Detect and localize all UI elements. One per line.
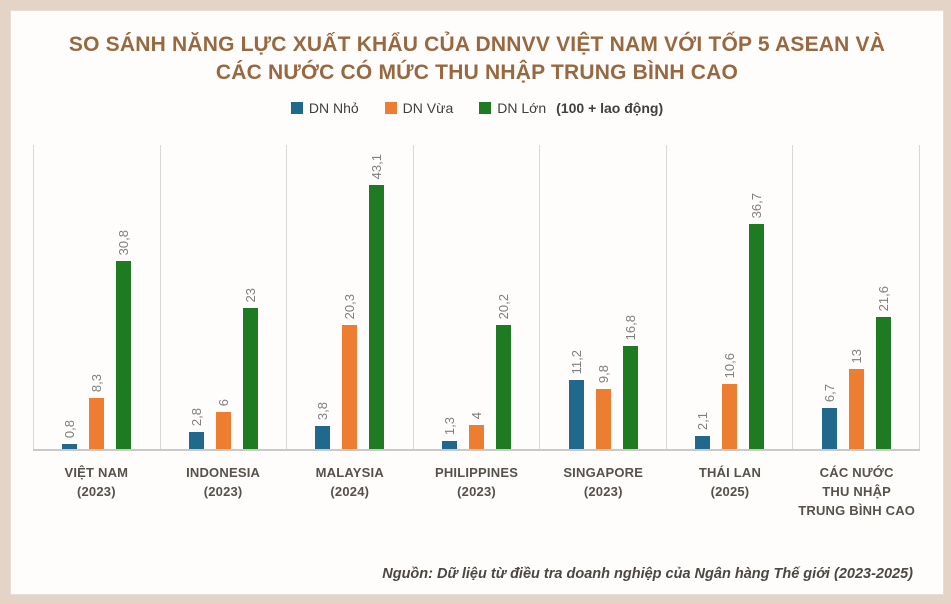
bar	[315, 426, 331, 449]
bar-value-label: 4	[469, 411, 485, 419]
bar-value-label: 6	[215, 398, 231, 406]
legend-label: DN Vừa	[402, 100, 454, 116]
bar-value-label: 9,8	[595, 364, 611, 383]
bar-with-label: 6	[215, 145, 231, 449]
bar-value-label: 1,3	[442, 416, 458, 435]
bar-group: 11,2 9,8 16,8	[539, 145, 666, 449]
category-label: SINGAPORE (2023)	[563, 465, 644, 499]
bar-value-label: 23	[242, 287, 258, 302]
bar-with-label: 23	[242, 145, 258, 449]
bar-value-label: 20,2	[496, 293, 512, 319]
legend-label-suffix: (100 + lao động)	[556, 100, 664, 116]
legend-label: DN Nhỏ	[308, 100, 359, 116]
source-note: Nguồn: Dữ liệu từ điều tra doanh nghiệp …	[382, 566, 913, 582]
bar-with-label: 2,1	[695, 145, 711, 449]
chart-legend: DN Nhỏ DN Vừa DN Lớn (100 + lao động)	[11, 100, 943, 116]
bar	[875, 317, 891, 449]
category-label: THÁI LAN (2025)	[698, 465, 762, 499]
bar-with-label: 8,3	[89, 145, 105, 449]
category-label: VIỆT NAM (2023)	[64, 465, 129, 499]
bar-with-label: 30,8	[116, 145, 132, 449]
chart-title-line1: SO SÁNH NĂNG LỰC XUẤT KHẨU CỦA DNNVV VIỆ…	[68, 33, 886, 56]
bar	[722, 384, 738, 449]
bar-value-label: 36,7	[749, 192, 765, 218]
bar-with-label: 2,8	[188, 145, 204, 449]
bar-with-label: 20,2	[496, 145, 512, 449]
bar-with-label: 36,7	[749, 145, 765, 449]
bar-group: 0,8 8,3 30,8	[33, 145, 160, 449]
bar	[848, 369, 864, 449]
bar-group: 3,8 20,3 43,1	[286, 145, 413, 449]
bar	[442, 441, 458, 449]
bar	[695, 436, 711, 449]
bar-with-label: 3,8	[315, 145, 331, 449]
bar	[369, 185, 385, 449]
bar	[215, 412, 231, 449]
bar	[749, 224, 765, 449]
bar	[342, 325, 358, 449]
bar-group: 1,3 4 20,2	[412, 145, 540, 449]
bar	[116, 261, 132, 449]
chart-title: SO SÁNH NĂNG LỰC XUẤT KHẨU CỦA DNNVV VIỆ…	[11, 11, 943, 87]
bar-value-label: 20,3	[342, 293, 358, 319]
bar-value-label: 16,8	[622, 314, 638, 340]
bar	[469, 425, 485, 449]
bar-with-label: 11,2	[568, 145, 584, 449]
bar	[496, 325, 512, 449]
legend-swatch-green-icon	[479, 102, 492, 114]
bar-with-label: 1,3	[442, 145, 458, 449]
bar	[242, 308, 258, 449]
category-label: CÁC NƯỚC THU NHẬP TRUNG BÌNH CAO	[798, 465, 916, 518]
bar-group: 2,1 10,6 36,7	[665, 145, 793, 449]
bar	[89, 398, 105, 449]
bar-value-label: 3,8	[315, 401, 331, 420]
plot-area: 0,8 8,3 30,8 2,8 6 23 3,8 20,3 43,1 1,3 4 20,2 11,2 9…	[33, 145, 921, 451]
bar-with-label: 43,1	[369, 145, 385, 449]
bar-group: 2,8 6 23	[159, 145, 287, 449]
bar-with-label: 16,8	[622, 145, 638, 449]
bar-with-label: 0,8	[62, 145, 78, 449]
bar-value-label: 13	[848, 348, 864, 363]
category-label: PHILIPPINES (2023)	[434, 465, 519, 499]
bar-with-label: 9,8	[595, 145, 611, 449]
category-label: INDONESIA (2023)	[186, 465, 261, 499]
bar	[568, 380, 584, 449]
bar-with-label: 4	[469, 145, 485, 449]
bar	[188, 432, 204, 449]
bar-value-label: 8,3	[89, 373, 105, 392]
bar-with-label: 10,6	[722, 145, 738, 449]
bar	[595, 389, 611, 449]
bar-with-label: 20,3	[342, 145, 358, 449]
bar-value-label: 11,2	[568, 349, 584, 374]
category-axis: VIỆT NAM (2023) INDONESIA (2023) MALAYSIA (20…	[33, 451, 920, 520]
legend-swatch-orange-icon	[384, 102, 397, 114]
legend-item-dn-nho: DN Nhỏ	[290, 100, 359, 116]
chart-title-line2: CÁC NƯỚC CÓ MỨC THU NHẬP TRUNG BÌNH CAO	[215, 61, 739, 84]
legend-label: DN Lớn	[497, 100, 547, 116]
legend-item-dn-vua: DN Vừa	[384, 100, 454, 116]
bar-with-label: 13	[848, 145, 864, 449]
category-label: MALAYSIA (2024)	[315, 465, 384, 499]
bar-value-label: 2,8	[188, 407, 204, 426]
bar-value-label: 10,6	[722, 352, 738, 378]
chart-card: SO SÁNH NĂNG LỰC XUẤT KHẨU CỦA DNNVV VIỆ…	[10, 10, 944, 595]
bar-value-label: 21,6	[875, 285, 891, 311]
bar-value-label: 2,1	[695, 411, 711, 430]
legend-item-dn-lon: DN Lớn (100 + lao động)	[479, 100, 663, 116]
bar-with-label: 6,7	[821, 145, 837, 449]
legend-swatch-blue-icon	[290, 102, 303, 114]
bar-with-label: 21,6	[875, 145, 891, 449]
bar	[821, 408, 837, 449]
bar-value-label: 0,8	[62, 419, 78, 438]
bar-group: 6,7 13 21,6	[792, 145, 921, 449]
bar-value-label: 30,8	[116, 229, 132, 255]
bar-value-label: 6,7	[821, 383, 837, 402]
bar-value-label: 43,1	[369, 153, 385, 179]
bar	[622, 346, 638, 449]
bar	[62, 444, 78, 449]
